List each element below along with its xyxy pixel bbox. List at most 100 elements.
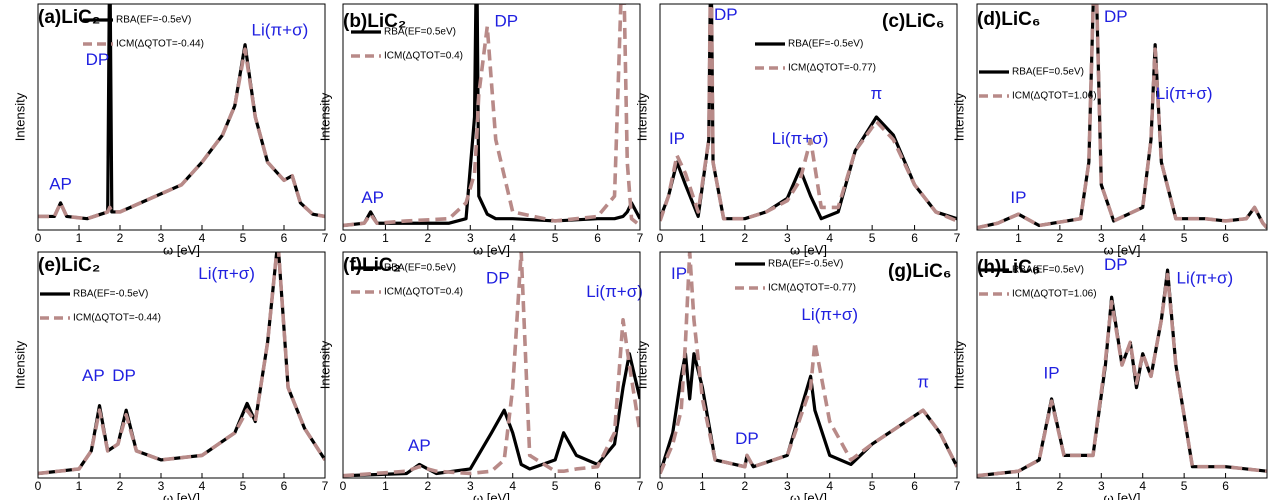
series-line <box>660 252 957 475</box>
legend-label: RBA(EF=0.5eV) <box>1012 265 1084 276</box>
series-line <box>660 352 957 474</box>
x-tick-label: 3 <box>467 479 474 493</box>
annotation: Li(π+σ) <box>772 129 829 148</box>
panel-title: (b)LiC₂ <box>343 11 406 32</box>
annotation: DP <box>1104 7 1128 26</box>
x-tick-label: 3 <box>158 231 165 245</box>
annotation: Li(π+σ) <box>586 282 643 301</box>
x-tick-label: 4 <box>509 231 516 245</box>
plot-frame <box>342 3 641 231</box>
x-axis-label: ω [eV] <box>790 490 827 500</box>
legend-label: RBA(EF=0.5eV) <box>1012 67 1084 78</box>
x-tick-label: 2 <box>1057 479 1064 493</box>
annotation: π <box>917 373 929 392</box>
series-line <box>977 272 1267 478</box>
legend-label: ICM(ΔQTOT=-0.77) <box>788 63 876 74</box>
panel-title: (h)LiC₆ <box>977 257 1041 278</box>
x-tick-label: 0 <box>657 479 664 493</box>
panel: 0 1 2 3 4 5 6 7 ω [eV] Intensity RBA(EF=0.5eV) ICM(… <box>317 3 644 257</box>
x-tick-label: 6 <box>281 231 288 245</box>
y-axis-label: Intensity <box>317 340 332 389</box>
annotation: π <box>871 84 883 103</box>
legend-label: ICM(ΔQTOT=0.4) <box>384 51 463 62</box>
x-tick-label: 6 <box>911 231 918 245</box>
panel-title: (f)LiC₂ <box>343 255 401 276</box>
x-tick-label: 7 <box>637 479 644 493</box>
series-line <box>977 268 1267 478</box>
x-tick-label: 3 <box>158 479 165 493</box>
x-tick-label: 4 <box>199 479 206 493</box>
x-tick-label: 3 <box>1098 231 1105 245</box>
plot-frame <box>976 3 1268 231</box>
annotation: DP <box>86 50 110 69</box>
x-tick-label: 7 <box>322 231 329 245</box>
annotation: DP <box>486 269 510 288</box>
series-line <box>343 4 640 228</box>
plot-frame <box>659 251 958 479</box>
x-tick-label: 1 <box>382 479 389 493</box>
y-axis-label: Intensity <box>317 92 332 141</box>
x-tick-label: 2 <box>117 479 124 493</box>
x-tick-label: 1 <box>1015 231 1022 245</box>
annotation: IP <box>671 264 687 283</box>
panel-title: (e)LiC₂ <box>38 255 100 276</box>
x-tick-label: 5 <box>1181 231 1188 245</box>
legend-label: RBA(EF=-0.5eV) <box>116 15 191 26</box>
series-line <box>38 252 325 476</box>
annotation: AP <box>82 366 105 385</box>
x-tick-label: 2 <box>425 231 432 245</box>
series-line <box>660 4 957 221</box>
y-axis-label: Intensity <box>12 340 27 389</box>
x-tick-label: 2 <box>117 231 124 245</box>
x-axis-label: ω [eV] <box>163 242 200 257</box>
legend-label: ICM(ΔQTOT=-0.44) <box>116 39 204 50</box>
legend-label: RBA(EF=0.5eV) <box>384 263 456 274</box>
annotation: AP <box>49 174 72 193</box>
x-tick-label: 2 <box>742 231 749 245</box>
x-tick-label: 5 <box>240 479 247 493</box>
annotation: Li(π+σ) <box>198 264 255 283</box>
legend-label: RBA(EF=-0.5eV) <box>788 39 863 50</box>
x-tick-label: 3 <box>784 479 791 493</box>
x-axis-label: ω [eV] <box>473 490 510 500</box>
x-tick-label: 1 <box>382 231 389 245</box>
annotation: DP <box>1104 255 1128 274</box>
panel-title: (a)LiC₂ <box>38 7 100 28</box>
plot-frame <box>342 251 641 479</box>
x-axis-label: ω [eV] <box>473 242 510 257</box>
y-axis-label: Intensity <box>12 92 27 141</box>
x-tick-label: 0 <box>340 479 347 493</box>
annotation: Li(π+σ) <box>1156 84 1213 103</box>
x-tick-label: 2 <box>425 479 432 493</box>
x-tick-label: 6 <box>594 479 601 493</box>
annotation: AP <box>408 436 431 455</box>
x-tick-label: 4 <box>826 231 833 245</box>
annotation: AP <box>361 188 384 207</box>
panel: 0 1 2 3 4 5 6 7 ω [eV] Intensity RBA(EF=-0.5eV) ICM… <box>12 3 329 257</box>
panel: 1 2 3 4 5 6 ω [eV] Intensity RBA(EF=0.5eV) ICM(ΔQ… <box>951 3 1268 257</box>
x-tick-label: 6 <box>281 479 288 493</box>
x-tick-label: 2 <box>1057 231 1064 245</box>
legend-label: RBA(EF=-0.5eV) <box>768 259 843 270</box>
x-tick-label: 1 <box>699 479 706 493</box>
legend-label: ICM(ΔQTOT=0.4) <box>384 287 463 298</box>
x-tick-label: 3 <box>1098 479 1105 493</box>
x-tick-label: 5 <box>552 231 559 245</box>
x-tick-label: 7 <box>954 231 961 245</box>
x-tick-label: 1 <box>1015 479 1022 493</box>
series-line <box>343 252 640 478</box>
panel: 0 1 2 3 4 5 6 7 ω [eV] Intensity RBA(EF=-0.5eV) ICM… <box>634 3 961 257</box>
series-line <box>38 47 325 221</box>
legend-label: ICM(ΔQTOT=1.06) <box>1012 91 1097 102</box>
x-tick-label: 4 <box>199 231 206 245</box>
x-tick-label: 4 <box>826 479 833 493</box>
x-tick-label: 0 <box>340 231 347 245</box>
annotation: DP <box>735 429 759 448</box>
annotation: DP <box>714 5 738 24</box>
x-tick-label: 7 <box>637 231 644 245</box>
legend-label: ICM(ΔQTOT=-0.77) <box>768 283 856 294</box>
series-line <box>343 4 640 228</box>
plot-frame <box>976 251 1268 479</box>
x-tick-label: 7 <box>322 479 329 493</box>
